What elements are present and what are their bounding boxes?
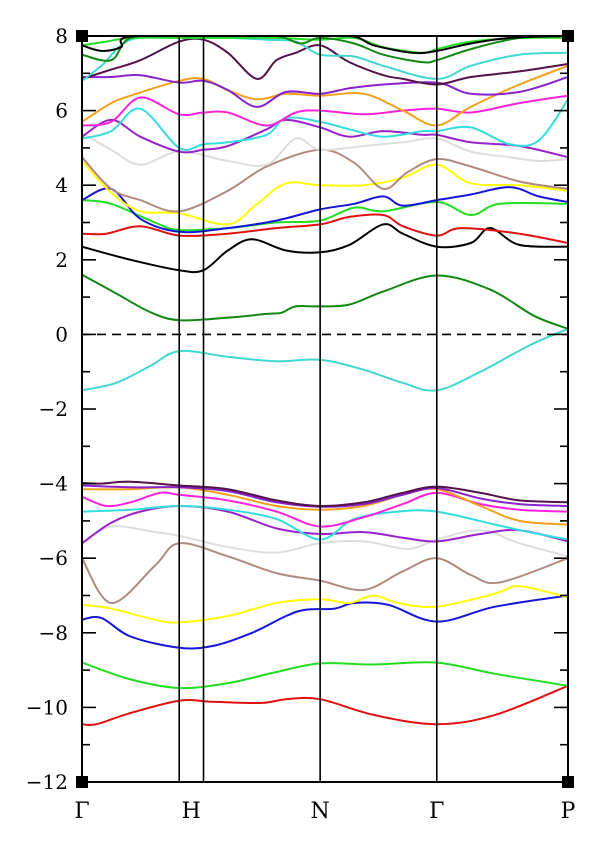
ytick-label: 0 (55, 322, 68, 346)
ytick-label: 2 (55, 248, 68, 272)
band-line-2 (82, 661, 568, 690)
band-line-4 (82, 585, 568, 624)
ytick-label: 8 (55, 24, 68, 48)
band-line-22 (82, 118, 568, 159)
ytick-label: −12 (26, 770, 68, 794)
xtick-label-1: Γ (74, 799, 89, 824)
band-line-26 (82, 73, 568, 108)
band-line-27 (82, 37, 568, 86)
band-line-16 (82, 213, 568, 244)
xtick-label-6: P (561, 799, 576, 824)
ytick-label: −6 (39, 546, 68, 570)
band-line-18 (82, 186, 568, 234)
band-line-6 (82, 525, 568, 558)
band-line-1 (82, 684, 568, 726)
xtick-label-4: N (311, 799, 330, 824)
y-axis-ticks: 8 6 4 2 0 −2 −4 −6 −8 −10 −12 (26, 24, 568, 794)
ytick-label: 6 (55, 99, 68, 123)
ytick-label: −2 (39, 397, 68, 421)
band-line-24 (82, 94, 568, 127)
band-line-9 (82, 491, 568, 528)
band-line-15 (82, 223, 568, 274)
plot-border (81, 35, 569, 783)
band-line-11 (82, 484, 568, 508)
kpoint-lines (82, 36, 568, 782)
band-line-20 (82, 148, 568, 213)
band-line-25 (82, 64, 568, 127)
band-line-3 (82, 594, 568, 650)
band-line-14 (82, 273, 568, 330)
band-line-8 (82, 504, 568, 541)
band-line-13 (82, 327, 568, 392)
ytick-label: −4 (39, 472, 68, 496)
xtick-label-5: Γ (429, 799, 444, 824)
series-layer (82, 36, 568, 726)
ytick-label: −8 (39, 621, 68, 645)
ytick-label: 4 (55, 173, 68, 197)
band-line-19 (82, 160, 568, 226)
ytick-label: −10 (26, 695, 68, 719)
band-line-31 (82, 36, 568, 55)
xtick-label-2: H (182, 799, 201, 824)
